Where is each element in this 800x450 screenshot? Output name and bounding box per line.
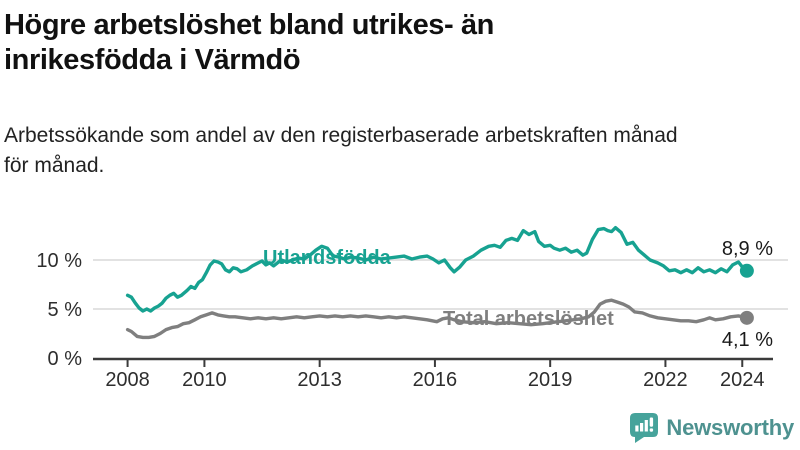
newsworthy-logo: Newsworthy — [630, 411, 794, 445]
x-tick-label-2019: 2019 — [528, 369, 573, 391]
y-tick-label-5: 5 % — [48, 299, 83, 321]
series-line-utlandsfodda — [125, 225, 749, 313]
bar-3 — [645, 420, 649, 432]
y-tick-label-0: 0 % — [48, 348, 83, 370]
x-tick-label-2010: 2010 — [182, 369, 227, 391]
series-line-total-arbetsloshet — [125, 298, 749, 340]
series-end-dot-utlandsfodda — [739, 263, 754, 278]
x-tick-label-2024: 2024 — [720, 369, 765, 391]
x-tick-label-2016: 2016 — [413, 369, 458, 391]
chart-subtitle: Arbetssökande som andel av den registerb… — [4, 124, 678, 177]
y-tick-label-10: 10 % — [36, 250, 82, 272]
chart-title: Högre arbetslöshet bland utrikes- än inr… — [4, 9, 494, 77]
series-label-total-arbetsloshet: Total arbetslöshet — [443, 308, 614, 330]
newsworthy-wordmark: Newsworthy — [666, 415, 794, 440]
series-end-dot-total-arbetsloshet — [739, 310, 754, 325]
exclamation-dot — [650, 428, 654, 432]
bar-2 — [640, 423, 644, 432]
end-value-label-utlandsfodda: 8,9 % — [722, 238, 773, 260]
bar-1 — [635, 425, 639, 432]
series-label-utlandsfodda: Utlandsfödda — [263, 247, 392, 269]
x-tick-label-2013: 2013 — [297, 369, 342, 391]
x-tick-label-2008: 2008 — [105, 369, 150, 391]
x-tick-label-2022: 2022 — [643, 369, 688, 391]
newsworthy-bubble-chart-icon — [630, 413, 659, 443]
end-value-label-total-arbetsloshet: 4,1 % — [722, 329, 773, 351]
exclamation-stem — [650, 417, 654, 427]
